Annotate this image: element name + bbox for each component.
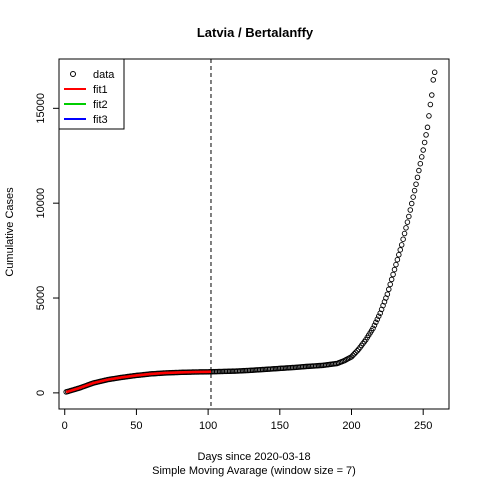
data-point <box>398 242 405 248</box>
data-point <box>371 322 378 329</box>
legend-box <box>58 58 125 130</box>
y-axis-label: Cumulative Cases <box>4 187 16 277</box>
data-point <box>350 352 356 359</box>
data-point <box>401 230 408 237</box>
data-point <box>403 225 409 231</box>
x-tick-label: 200 <box>342 420 360 432</box>
fit1-line <box>65 370 212 394</box>
data-point <box>386 286 392 293</box>
data-point <box>374 316 381 323</box>
y-tick-label: 5000 <box>35 286 47 310</box>
y-axis: 0 5000 10000 15000 <box>35 93 60 396</box>
data-point <box>420 147 426 153</box>
data-point <box>423 132 429 138</box>
data-point <box>426 113 432 119</box>
legend-data-label: data <box>93 69 115 81</box>
x-axis: 0 50 100 150 200 250 <box>62 408 432 432</box>
y-tick-label: 10000 <box>35 188 47 219</box>
data-point <box>406 213 412 220</box>
legend-fit2-label: fit2 <box>93 99 108 111</box>
fit-lines <box>65 370 212 394</box>
y-tick-label: 15000 <box>35 93 47 124</box>
x-tick-label: 100 <box>199 420 217 432</box>
data-point <box>397 247 404 253</box>
x-tick-label: 50 <box>130 420 142 432</box>
data-point <box>390 271 396 278</box>
data-point <box>384 291 391 297</box>
x-tick-label: 250 <box>414 420 432 432</box>
data-point <box>354 348 360 354</box>
data-point <box>427 101 434 108</box>
legend: data fit1 fit2 fit3 <box>58 58 125 130</box>
x-tick-label: 0 <box>62 420 68 432</box>
data-point <box>407 207 414 213</box>
data-point <box>400 236 406 242</box>
data-point <box>417 160 424 167</box>
data-point <box>353 349 359 356</box>
data-point <box>404 219 411 225</box>
data-point <box>388 276 395 283</box>
data-point <box>387 281 393 288</box>
x-axis-label: Days since 2020-03-18 <box>197 451 310 463</box>
data-point <box>413 181 419 187</box>
data-point <box>348 354 355 360</box>
legend-fit1-label: fit1 <box>93 84 108 96</box>
data-point <box>370 325 376 332</box>
chart-title: Latvia / Bertalanffy <box>197 25 314 40</box>
data-point <box>429 92 435 98</box>
data-point <box>416 167 422 174</box>
y-tick-label: 0 <box>35 390 47 396</box>
data-point <box>394 256 401 263</box>
data-point <box>431 69 438 76</box>
data-point <box>421 139 428 146</box>
data-point <box>430 77 436 83</box>
data-point <box>351 351 358 357</box>
data-point <box>393 261 399 268</box>
data-point <box>414 174 421 181</box>
data-point <box>375 313 382 319</box>
data-point <box>424 124 431 131</box>
data-point <box>410 194 416 200</box>
data-point <box>408 200 415 207</box>
data-point <box>396 252 402 258</box>
legend-fit3-label: fit3 <box>93 114 108 126</box>
x-tick-label: 150 <box>271 420 289 432</box>
chart-subtitle: Simple Moving Avarage (window size = 7) <box>152 465 356 477</box>
legend-data-symbol <box>70 71 76 77</box>
data-point <box>391 266 398 273</box>
data-point <box>411 187 418 194</box>
data-point <box>419 154 425 160</box>
data-point <box>373 319 379 326</box>
